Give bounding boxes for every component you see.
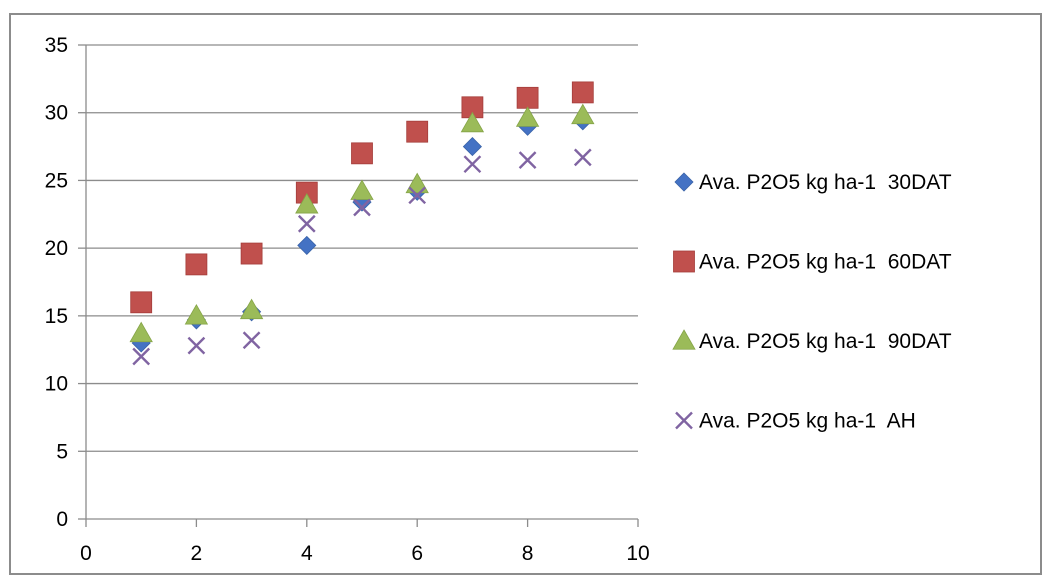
legend-marker-triangle <box>672 329 696 350</box>
legend: Ava. P2O5 kg ha-1 30DAT Ava. P2O5 kg ha-1… <box>672 171 952 433</box>
data-point-triangle <box>515 106 540 127</box>
legend-entry: Ava. P2O5 kg ha-1 30DAT <box>674 171 952 194</box>
data-point-triangle <box>405 172 429 194</box>
data-point-triangle <box>295 192 319 214</box>
data-point-x <box>518 151 537 169</box>
data-point-triangle <box>184 304 209 325</box>
y-tick-label: 5 <box>56 440 68 463</box>
legend-entry: Ava. P2O5 kg ha-1 90DAT <box>672 329 952 353</box>
x-tick-labels: 0 2 4 6 8 10 <box>80 542 650 565</box>
y-tick-label: 10 <box>45 373 68 396</box>
legend-marker-x <box>675 411 693 430</box>
legend-marker-square <box>673 250 695 273</box>
axes <box>78 44 639 527</box>
data-point-triangle <box>571 103 595 125</box>
data-point-triangle <box>460 111 485 133</box>
y-tick-label: 0 <box>56 508 68 531</box>
x-tick-label: 4 <box>301 542 313 565</box>
y-tick-label: 30 <box>45 102 68 125</box>
data-point-square <box>406 120 429 143</box>
data-point-square <box>185 253 208 276</box>
y-tick-label: 15 <box>45 305 68 328</box>
data-point-triangle <box>350 179 374 200</box>
data-point-x <box>353 198 371 217</box>
y-tick-label: 20 <box>45 237 68 260</box>
data-point-diamond <box>462 137 482 157</box>
series-2 <box>130 81 594 314</box>
legend-label: Ava. P2O5 kg ha-1 60DAT <box>699 251 952 274</box>
data-point-square <box>571 81 594 104</box>
data-point-square <box>240 242 263 265</box>
grid-lines <box>86 44 638 452</box>
data-points <box>129 81 595 366</box>
data-point-triangle <box>129 321 153 343</box>
legend-label: Ava. P2O5 kg ha-1 AH <box>699 410 916 433</box>
data-point-x <box>297 214 316 233</box>
x-tick-label: 6 <box>411 542 423 565</box>
data-point-x <box>408 186 427 205</box>
x-tick-label: 8 <box>522 542 534 565</box>
x-tick-label: 0 <box>80 542 92 565</box>
data-point-x <box>187 336 206 355</box>
data-point-x <box>132 347 151 366</box>
legend-label: Ava. P2O5 kg ha-1 30DAT <box>699 171 952 194</box>
y-tick-labels: 0 5 10 15 20 25 30 35 <box>45 34 68 531</box>
legend-marker-diamond <box>674 172 694 192</box>
x-tick-label: 10 <box>626 542 649 565</box>
data-point-x <box>573 148 592 167</box>
series-3 <box>129 103 595 343</box>
y-tick-label: 35 <box>45 34 68 57</box>
legend-entry: Ava. P2O5 kg ha-1 AH <box>675 410 916 433</box>
y-tick-label: 25 <box>45 169 68 192</box>
legend-entry: Ava. P2O5 kg ha-1 60DAT <box>673 250 952 274</box>
data-point-diamond <box>297 235 317 255</box>
legend-label: Ava. P2O5 kg ha-1 90DAT <box>699 330 952 353</box>
series-4 <box>132 148 592 366</box>
data-point-square <box>351 142 373 165</box>
data-point-x <box>242 331 261 350</box>
data-point-square <box>516 86 539 109</box>
data-point-x <box>463 155 482 174</box>
data-point-triangle <box>239 298 264 320</box>
x-tick-label: 2 <box>191 542 203 565</box>
data-point-square <box>130 291 153 314</box>
